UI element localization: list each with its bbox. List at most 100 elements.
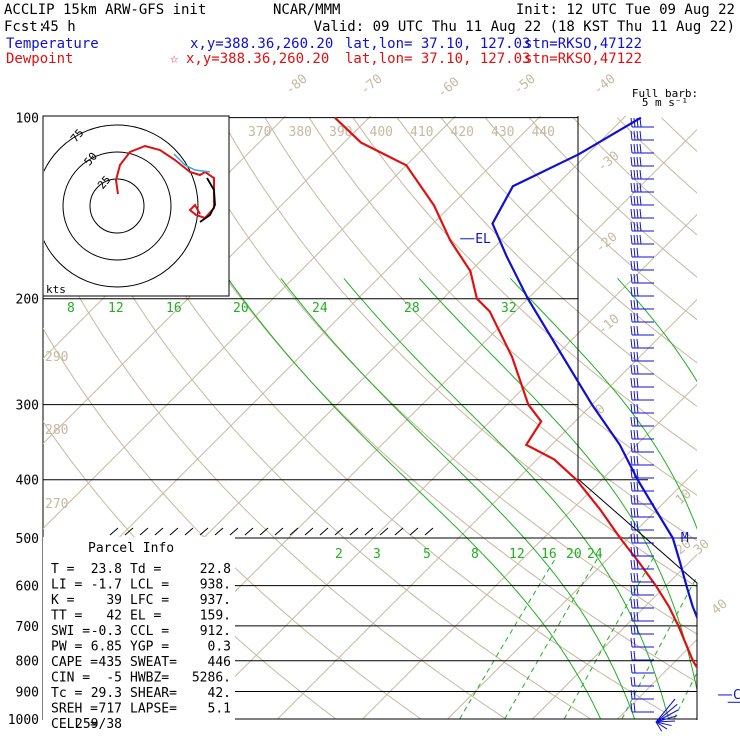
moist-adiabat (509, 277, 697, 530)
wind-barb-flag (636, 442, 639, 453)
temperature-stn: stn=RKSO,47122 (524, 36, 642, 52)
wind-barb-flag (633, 533, 636, 544)
parcel-param-value: 259/38 (75, 717, 122, 732)
wind-barb-flag (636, 273, 639, 284)
wind-barb-flag (633, 546, 636, 557)
wind-barb-flag (639, 156, 642, 167)
parcel-param-label: YGP = (130, 640, 169, 655)
parcel-info-rows: T = 23.8 Td = 22.8 LI = -1.7 LCL = 938. K = 39 LFC… (51, 562, 231, 732)
parcel-param-value: 29.3 (91, 686, 122, 701)
wind-barb-flag (633, 338, 636, 349)
mixing-ratio-label: 12 (509, 547, 525, 562)
wind-barb-flag (633, 156, 636, 167)
parcel-info-panel: Parcel Info T = 23.8 Td = 22.8 LI = -1.7 LCL =… (43, 537, 235, 732)
wind-barb-flag (636, 169, 639, 180)
pressure-tick-label: 500 (16, 532, 39, 547)
wind-barb-flag (630, 676, 633, 687)
wind-barb-flag (633, 442, 636, 453)
parcel-param-label: CIN = (51, 671, 90, 686)
hatch-mark (304, 527, 314, 536)
mixing-ratio-line (504, 557, 599, 720)
wind-barb-flag (630, 325, 633, 336)
wind-barb-flag (636, 533, 639, 544)
pressure-tick-label: 700 (16, 620, 39, 635)
pressure-tick-label: 800 (16, 655, 39, 670)
temperature-profile (491, 116, 697, 621)
parcel-param-value: 159. (200, 609, 231, 624)
wind-barb-flag (630, 351, 633, 362)
wind-barb-flag (630, 182, 633, 193)
hatch-mark (274, 527, 284, 536)
hatch-mark (244, 527, 254, 536)
wind-barb-flag (636, 520, 639, 531)
parcel-param-value: 42 (106, 609, 122, 624)
wind-barb-flag (636, 559, 639, 570)
barb-key-title: Full barb: (632, 87, 698, 100)
wind-barb-flag (630, 702, 633, 713)
wind-barb-flag (636, 286, 639, 297)
wind-barb-flag (636, 377, 639, 388)
parcel-param-value: 22.8 (200, 562, 231, 577)
theta-label: 400 (370, 125, 393, 140)
dewpoint-star-icon: ☆ (170, 51, 179, 67)
wind-barb-flag (636, 624, 639, 635)
hodograph-low-trace (199, 177, 216, 223)
barb-key-unit: 5 m s⁻¹ (642, 96, 688, 109)
isotherm-label: -30 (595, 148, 623, 175)
mixing-ratio-line (621, 575, 697, 720)
wind-barb-flag (630, 234, 633, 245)
hodograph-unit: kts (46, 283, 66, 296)
hatch-mark (259, 527, 269, 536)
theta-label: 370 (248, 125, 271, 140)
isotherm (362, 383, 697, 720)
hatch-mark (109, 527, 119, 536)
wind-barb-flag (636, 143, 639, 154)
isotherm-label: -60 (435, 74, 463, 101)
wind-barb-flag (636, 429, 639, 440)
wind-barb-flag (633, 364, 636, 375)
wind-barb-flag (630, 468, 633, 479)
wind-barb-flag (633, 559, 636, 570)
theta-label: 430 (491, 125, 514, 140)
pressure-tick-label: 600 (16, 580, 39, 595)
isotherm (703, 90, 740, 719)
wind-barb-flag (639, 195, 642, 206)
wind-barb-flag (633, 585, 636, 596)
parcel-param-label: CELL = (51, 717, 98, 732)
parcel-param-value: 39 (106, 593, 122, 608)
moist-adiabat-label: 8 (67, 301, 75, 316)
wind-barb-flag (639, 169, 642, 180)
wind-barb-flag (630, 650, 633, 661)
wind-barb-flag (639, 130, 642, 141)
wind-barb-flag (633, 429, 636, 440)
dry-adiabat (88, 117, 677, 720)
hodograph-ring-label: 50 (82, 150, 100, 169)
dry-adiabat (176, 117, 697, 635)
parcel-param-label: LAPSE= (130, 702, 177, 717)
wind-barb-flag (636, 247, 639, 258)
parcel-param-label: TT = (51, 609, 82, 624)
mixing-ratio-label: 2 (335, 547, 343, 562)
hatch-mark (394, 527, 404, 536)
wind-barb-flag (636, 364, 639, 375)
dewpoint-latlon: lat,lon= 37.10, 127.03 (345, 51, 530, 67)
wind-barb-staff (655, 715, 678, 723)
dewpoint-stn: stn=RKSO,47122 (524, 51, 642, 67)
wind-barb-flag (633, 624, 636, 635)
wind-barb-flag (636, 351, 639, 362)
wind-barb-flag (633, 247, 636, 258)
hodograph-frame (42, 115, 230, 297)
wind-barb-flag (633, 377, 636, 388)
wind-barb-flag (636, 117, 639, 128)
hatch-mark (199, 527, 209, 536)
mixing-ratio-line (563, 557, 654, 720)
dry-adiabat (352, 117, 697, 452)
hatch-mark (334, 527, 344, 536)
dry-adiabat (572, 117, 697, 236)
parcel-param-value: -5 (106, 671, 122, 686)
temperature-xy: x,y=388.36,260.20 (190, 36, 333, 52)
wind-barb-staff (655, 721, 668, 730)
moist-adiabat-label: 12 (108, 301, 124, 316)
parcel-param-value: 0.3 (208, 640, 231, 655)
hodograph-mid-trace (173, 153, 211, 173)
